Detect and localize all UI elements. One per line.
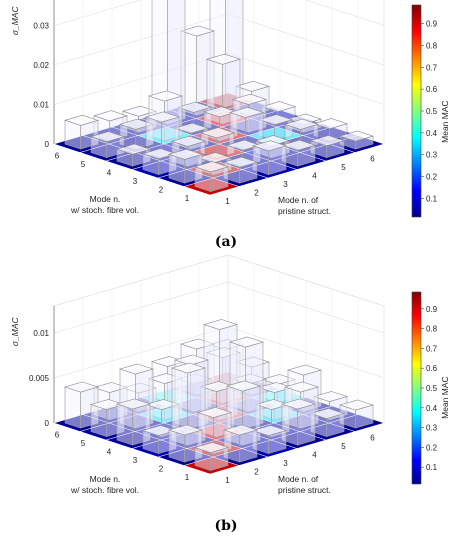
panel-a-bar-1-2 [167, 148, 204, 184]
panel-b-y-tick-label: 6 [55, 430, 60, 439]
panel-a-bar-1-1 [193, 161, 230, 193]
panel-a-colorbar: 0.1 0.2 0.3 0.4 0.5 0.6 0.7 0.8 0.9 Mean MAC [411, 4, 450, 218]
panel-a-y-axis: 1 2 3 4 5 6 Mode n.w/ stoch. fibre vol. [55, 151, 190, 215]
panel-a-bar-3-1 [251, 140, 288, 176]
panel-a-x-axis-label: pristine struct. [278, 206, 331, 216]
panel-b-z-axis: 0 0.005 0.01 σ_MAC [10, 306, 55, 428]
panel-a-x-axis-label: Mode n. of [278, 195, 319, 205]
panel-b-y-tick-label: 3 [133, 456, 138, 465]
panel-a-y-axis-label: w/ stoch. fibre vol. [70, 205, 139, 215]
panel-a-y-tick-label: 5 [81, 160, 86, 169]
panel-a-z-axis: 00.010.020.030.04σ_MAC [10, 0, 55, 149]
panel-b-y-axis-label: Mode n. [90, 474, 121, 484]
panel-a-z-axis-label: σ_MAC [10, 6, 20, 36]
panel-a-z-tick-label: 0.03 [33, 22, 49, 31]
panel-b-bar-5-1 [309, 408, 346, 438]
panel-b-z-axis-label: σ_MAC [10, 317, 20, 347]
panel-b-y-axis-label: w/ stoch. fibre vol. [70, 485, 139, 495]
panel-a-caption: (a) [215, 234, 237, 250]
panel-b-y-tick-label: 5 [81, 439, 86, 448]
panel-b-colorbar-tick-label: 0.2 [426, 443, 438, 452]
panel-b-x-axis-label: pristine struct. [278, 485, 331, 495]
panel-b-y-tick-label: 1 [185, 473, 190, 482]
panel-b-colorbar-tick-label: 0.3 [426, 424, 438, 433]
panel-a-bar-6-1 [338, 130, 375, 150]
panel-b-colorbar-tick-label: 0.1 [426, 463, 438, 472]
panel-b-caption: (b) [214, 518, 237, 534]
panel-a-bar-3-3 [199, 127, 236, 159]
panel-a-y-tick-label: 2 [159, 185, 164, 194]
panel-a-colorbar-tick-label: 0.4 [426, 129, 438, 138]
panel-a-y-axis-label: Mode n. [90, 194, 121, 204]
panel-a-sigma-bars [63, 0, 375, 193]
panel-a-bar-2-1 [222, 156, 259, 184]
panel-b-bar-6-1 [338, 399, 375, 429]
panel-a-colorbar-tick-label: 0.2 [426, 173, 438, 182]
panel-b-colorbar-tick-label: 0.8 [426, 325, 438, 334]
panel-b-colorbar-tick-label: 0.5 [426, 384, 438, 393]
panel-a-colorbar-tick-label: 0.6 [426, 85, 438, 94]
panel-a-colorbar-tick-label: 0.8 [426, 41, 438, 50]
panel-a-colorbar-tick-label: 0.3 [426, 151, 438, 160]
panel-a-colorbar-tick-label: 0.9 [426, 20, 438, 29]
panel-a-z-tick-label: 0.02 [33, 61, 49, 70]
panel-a-x-tick-label: 5 [341, 163, 346, 172]
panel-a-z-tick-label: 0.01 [33, 101, 49, 110]
panel-a-bar-4-1 [280, 139, 317, 167]
panel-a-y-tick-label: 1 [185, 194, 190, 203]
panel-a-colorbar-tick-label: 0.7 [426, 63, 438, 72]
panel-b-x-tick-label: 3 [283, 459, 288, 468]
panel-b: 0 0.005 0.01 σ_MAC 1 2 3 4 5 6 Mode n. ofpristine … [10, 254, 450, 534]
panel-a-x-tick-label: 6 [370, 154, 375, 163]
panel-b-x-tick-label: 6 [370, 433, 375, 442]
panel-b-x-tick-label: 4 [312, 450, 317, 459]
panel-a-y-tick-label: 6 [55, 151, 60, 160]
panel-b-z-tick-label: 0.01 [33, 329, 49, 338]
panel-a-y-tick-label: 4 [107, 168, 112, 177]
panel-a-colorbar-label: Mean MAC [440, 100, 450, 143]
panel-a-colorbar-tick-label: 0.1 [426, 194, 438, 203]
panel-a-x-tick-label: 2 [254, 188, 259, 197]
panel-b-sigma-bars [63, 319, 375, 472]
panel-b-colorbar-tick-label: 0.4 [426, 404, 438, 413]
panel-a-x-tick-label: 4 [312, 171, 317, 180]
panel-b-x-tick-label: 1 [225, 476, 230, 485]
panel-b-x-axis-label: Mode n. of [278, 474, 319, 484]
panel-b-x-tick-label: 5 [341, 442, 346, 451]
panel-b-y-tick-label: 2 [159, 464, 164, 473]
panel-b-colorbar-label: Mean MAC [440, 376, 450, 419]
panel-b-y-axis: 1 2 3 4 5 6 Mode n.w/ stoch. fibre vol. [55, 430, 190, 495]
panel-b-bar-4-1 [280, 398, 317, 446]
panel-b-colorbar: 0.1 0.2 0.3 0.4 0.5 0.6 0.7 0.8 0.9 Mean MAC [411, 291, 450, 485]
panel-b-bar-3-1 [251, 425, 288, 455]
panel-a-x-tick-label: 1 [225, 197, 230, 206]
panel-a-y-tick-label: 3 [133, 177, 138, 186]
panel-a-colorbar-tick-label: 0.5 [426, 107, 438, 116]
panel-b-z-tick-label: 0 [45, 419, 50, 428]
panel-b-x-tick-label: 2 [254, 467, 259, 476]
panel-a-z-tick-label: 0 [45, 140, 50, 149]
panel-b-colorbar-tick-label: 0.6 [426, 364, 438, 373]
panel-b-colorbar-tick-label: 0.9 [426, 305, 438, 314]
panel-b-bar-2-1 [222, 424, 259, 463]
panel-b-y-tick-label: 4 [107, 447, 112, 456]
panel-b-bar-1-1 [193, 442, 230, 472]
panel-b-colorbar-tick-label: 0.7 [426, 344, 438, 353]
panel-b-z-tick-label: 0.005 [29, 374, 50, 383]
panel-a-x-tick-label: 3 [283, 180, 288, 189]
